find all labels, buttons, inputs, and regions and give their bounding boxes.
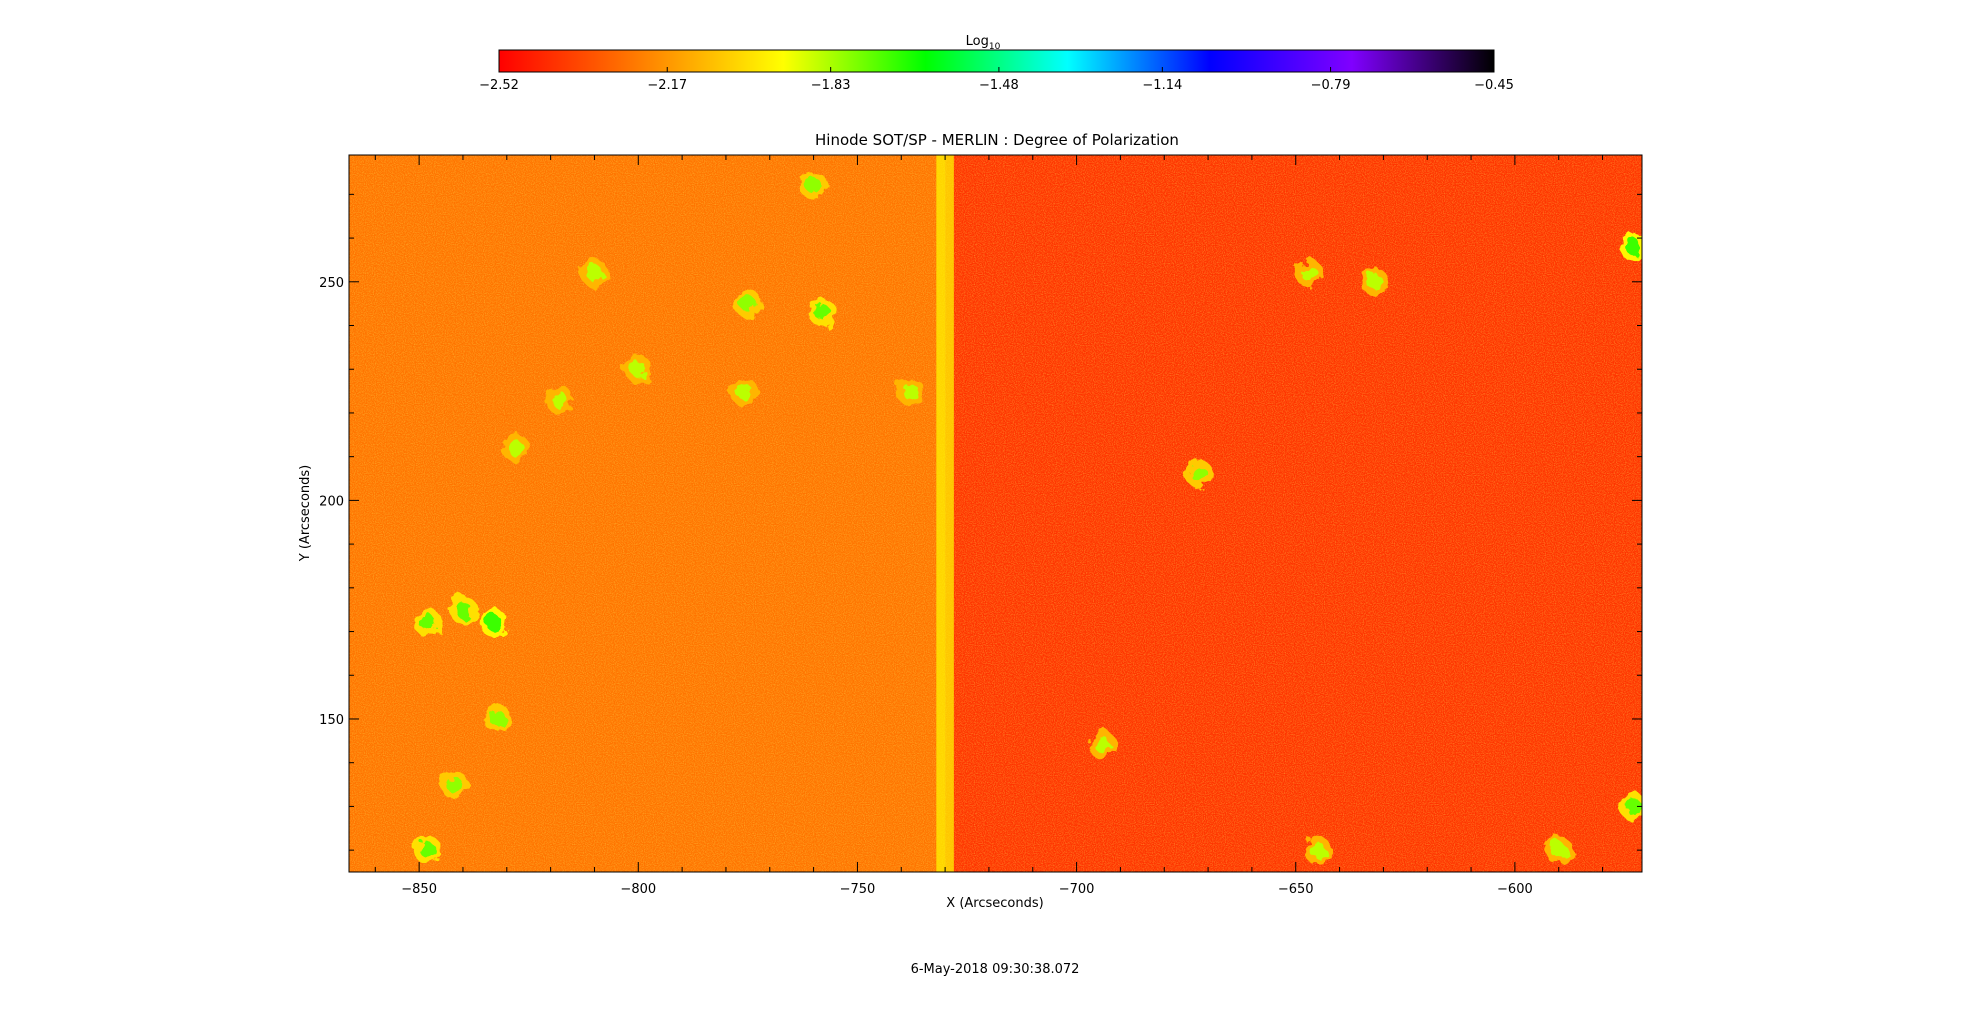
feature-point — [419, 614, 436, 631]
x-tick-label: −850 — [401, 882, 437, 897]
feature-point — [630, 361, 647, 378]
feature-point — [1625, 798, 1642, 815]
feature-point — [485, 614, 502, 631]
feature-point — [735, 383, 752, 400]
feature-point — [814, 304, 831, 321]
colorbar-tick-label: −2.52 — [479, 78, 519, 93]
feature-point — [490, 710, 507, 727]
feature-point — [586, 265, 603, 282]
feature-point — [1550, 842, 1567, 859]
feature-point — [1309, 842, 1326, 859]
y-tick-label: 150 — [319, 713, 344, 728]
feature-point — [1625, 238, 1642, 255]
timestamp: 6-May-2018 09:30:38.072 — [911, 962, 1080, 977]
x-tick-label: −700 — [1059, 882, 1095, 897]
y-tick-label: 200 — [319, 494, 344, 509]
x-tick-label: −750 — [840, 882, 876, 897]
colorbar-ticks: −2.52 −2.17 −1.83 −1.48 −1.14 −0.79 −0.45 — [479, 67, 1514, 93]
feature-point — [805, 177, 822, 194]
chart-title: Hinode SOT/SP - MERLIN : Degree of Polar… — [815, 131, 1179, 149]
colorbar-tick-label: −1.48 — [979, 78, 1019, 93]
colorbar-tick-label: −0.79 — [1311, 78, 1351, 93]
feature-point — [454, 601, 471, 618]
feature-point — [902, 383, 919, 400]
feature-point — [1094, 737, 1111, 754]
y-tick-label: 250 — [319, 276, 344, 291]
colorbar-label: Log10 — [966, 34, 1001, 52]
x-axis-label: X (Arcseconds) — [946, 896, 1043, 911]
heatmap-granulation — [349, 155, 1642, 872]
x-tick-label: −800 — [620, 882, 656, 897]
heatmap-image — [349, 155, 1642, 872]
colorbar-tick-label: −0.45 — [1474, 78, 1514, 93]
colorbar: Log10 −2.52 −2.17 −1.83 −1.48 −1.14 −0.79 −0.4… — [479, 34, 1514, 93]
heatmap-bright-stripe — [936, 155, 954, 872]
x-axis-ticks: −850 −800 −750 −700 −650 −600 — [374, 155, 1604, 897]
feature-point — [507, 439, 524, 456]
colorbar-tick-label: −1.83 — [811, 78, 851, 93]
colorbar-tick-label: −2.17 — [647, 78, 687, 93]
colorbar-tick-label: −1.14 — [1142, 78, 1182, 93]
feature-point — [446, 776, 463, 793]
x-tick-label: −600 — [1497, 882, 1533, 897]
feature-point — [1191, 466, 1208, 483]
feature-point — [739, 295, 756, 312]
y-axis-label: Y (Arcseconds) — [298, 465, 313, 562]
y-axis-ticks: 150 200 250 — [319, 193, 1642, 851]
feature-point — [419, 842, 436, 859]
x-tick-label: −650 — [1278, 882, 1314, 897]
feature-point — [1366, 273, 1383, 290]
feature-point — [1300, 265, 1317, 282]
feature-point — [551, 391, 568, 408]
plot-frame — [348, 154, 1643, 873]
heatmap-features — [413, 171, 1642, 865]
colorbar-gradient — [498, 49, 1495, 73]
